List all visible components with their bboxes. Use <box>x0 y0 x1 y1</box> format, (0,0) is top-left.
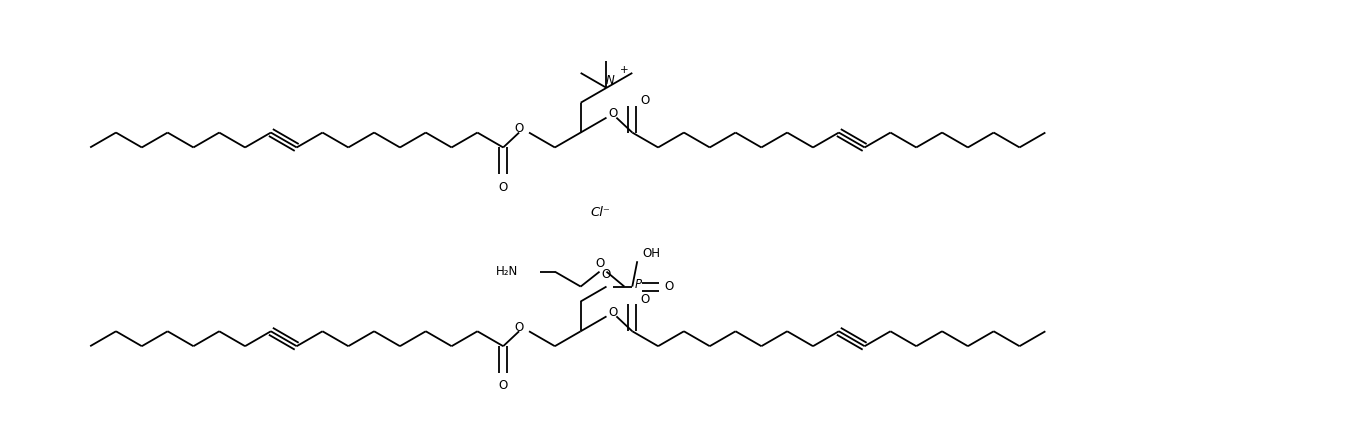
Text: O: O <box>596 257 604 270</box>
Text: +: + <box>620 65 628 75</box>
Text: O: O <box>609 107 617 120</box>
Text: N: N <box>606 74 615 87</box>
Text: H₂N: H₂N <box>496 265 517 278</box>
Text: O: O <box>498 379 508 392</box>
Text: P: P <box>635 278 642 291</box>
Text: O: O <box>641 293 650 306</box>
Text: O: O <box>664 280 674 293</box>
Text: Cl⁻: Cl⁻ <box>590 205 611 218</box>
Text: O: O <box>641 94 650 107</box>
Text: O: O <box>515 321 524 334</box>
Text: O: O <box>609 306 617 319</box>
Text: O: O <box>515 122 524 135</box>
Text: OH: OH <box>642 247 660 260</box>
Text: O: O <box>602 268 611 281</box>
Text: O: O <box>498 181 508 194</box>
